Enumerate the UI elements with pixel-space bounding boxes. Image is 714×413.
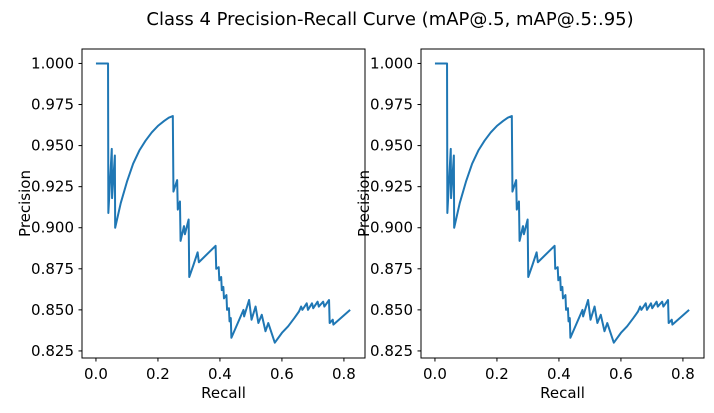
y-tick-label: 0.825 — [31, 342, 74, 360]
x-axis-label: Recall — [201, 384, 246, 402]
y-tick-label: 0.825 — [370, 342, 413, 360]
figure-title: Class 4 Precision-Recall Curve (mAP@.5, … — [146, 9, 634, 30]
axes-frame — [81, 48, 366, 359]
y-tick-label: 0.950 — [370, 137, 413, 155]
x-tick-label: 0.8 — [332, 365, 356, 383]
x-tick-label: 0.0 — [423, 365, 447, 383]
x-tick-label: 0.0 — [84, 365, 108, 383]
x-tick-label: 0.4 — [208, 365, 232, 383]
y-tick-label: 0.850 — [31, 301, 74, 319]
y-tick-label: 0.875 — [31, 260, 74, 278]
x-tick-label: 0.8 — [671, 365, 695, 383]
y-tick-label: 0.850 — [370, 301, 413, 319]
y-tick-label: 0.900 — [31, 219, 74, 237]
y-axis-label: Precision — [16, 170, 34, 237]
y-tick-label: 0.950 — [31, 137, 74, 155]
y-tick-label: 0.975 — [370, 96, 413, 114]
x-tick-label: 0.6 — [270, 365, 294, 383]
y-tick-label: 0.900 — [370, 219, 413, 237]
precision-recall-curve — [95, 62, 351, 344]
axes-frame — [420, 48, 705, 359]
y-axis-label: Precision — [355, 170, 373, 237]
left-subplot-pr-plot: 0.0 0.2 0.4 0.6 0.8 0.825 0.850 0.875 0.900 0.925… — [16, 48, 366, 402]
right-subplot-pr-plot: 0.0 0.2 0.4 0.6 0.8 0.825 0.850 0.875 0.900 0.925… — [355, 48, 705, 402]
y-tick-label: 0.925 — [370, 178, 413, 196]
x-tick-label: 0.2 — [485, 365, 509, 383]
y-tick-label: 1.000 — [31, 54, 74, 72]
x-tick-label: 0.6 — [609, 365, 633, 383]
x-tick-label: 0.4 — [547, 365, 571, 383]
y-tick-label: 0.975 — [31, 96, 74, 114]
x-tick-label: 0.2 — [146, 365, 170, 383]
x-axis-label: Recall — [540, 384, 585, 402]
y-tick-label: 0.925 — [31, 178, 74, 196]
y-tick-label: 1.000 — [370, 54, 413, 72]
precision-recall-curve — [434, 62, 690, 344]
y-tick-label: 0.875 — [370, 260, 413, 278]
